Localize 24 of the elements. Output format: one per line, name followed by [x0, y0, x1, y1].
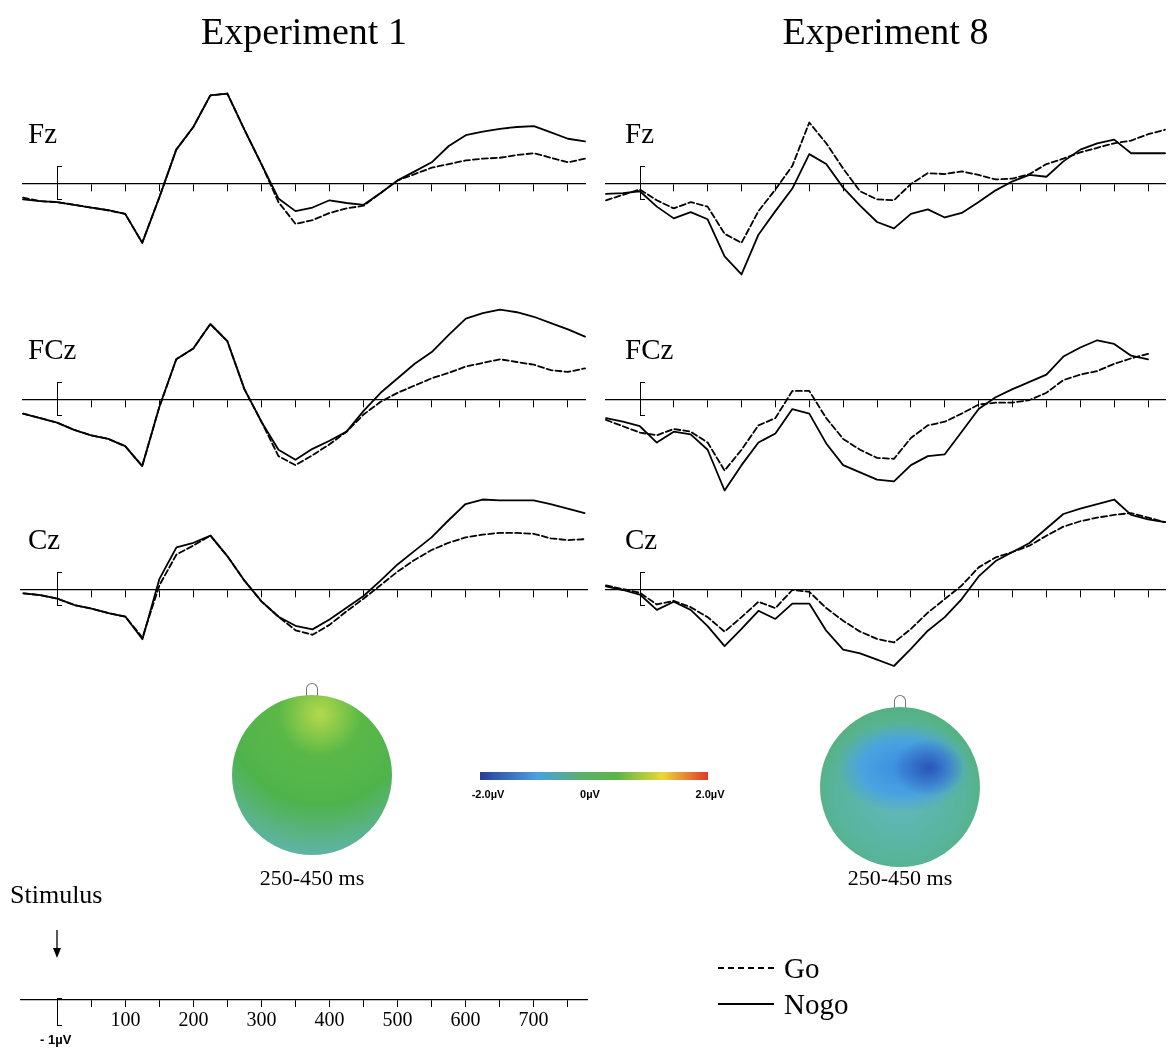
chart-title: Experiment 8	[781, 9, 990, 53]
annotation: Cz	[625, 523, 658, 556]
annotation: FCz	[28, 333, 77, 366]
x-tick-label: 400	[314, 1008, 345, 1031]
legend-label: Go	[784, 951, 820, 985]
chart-title: Experiment 1	[200, 9, 408, 53]
annotation: FCz	[625, 333, 674, 366]
text: -2.0µV	[470, 788, 506, 800]
x-tick-label: 700	[518, 1008, 549, 1031]
annotation: Fz	[28, 117, 57, 150]
annotation: Cz	[28, 523, 61, 556]
text: - 1µV	[40, 1032, 72, 1047]
legend-label: Nogo	[784, 987, 849, 1021]
text: 2.0µV	[694, 788, 726, 800]
x-tick-label: 600	[450, 1008, 481, 1031]
text: 250-450 ms	[258, 865, 366, 891]
text: Stimulus	[10, 880, 103, 910]
annotation: Fz	[625, 117, 654, 150]
text: 250-450 ms	[846, 865, 954, 891]
text: 0µV	[579, 788, 601, 800]
x-tick-label: 200	[178, 1008, 209, 1031]
x-tick-label: 100	[110, 1008, 141, 1031]
x-tick-label: 500	[382, 1008, 413, 1031]
x-tick-label: 300	[246, 1008, 277, 1031]
